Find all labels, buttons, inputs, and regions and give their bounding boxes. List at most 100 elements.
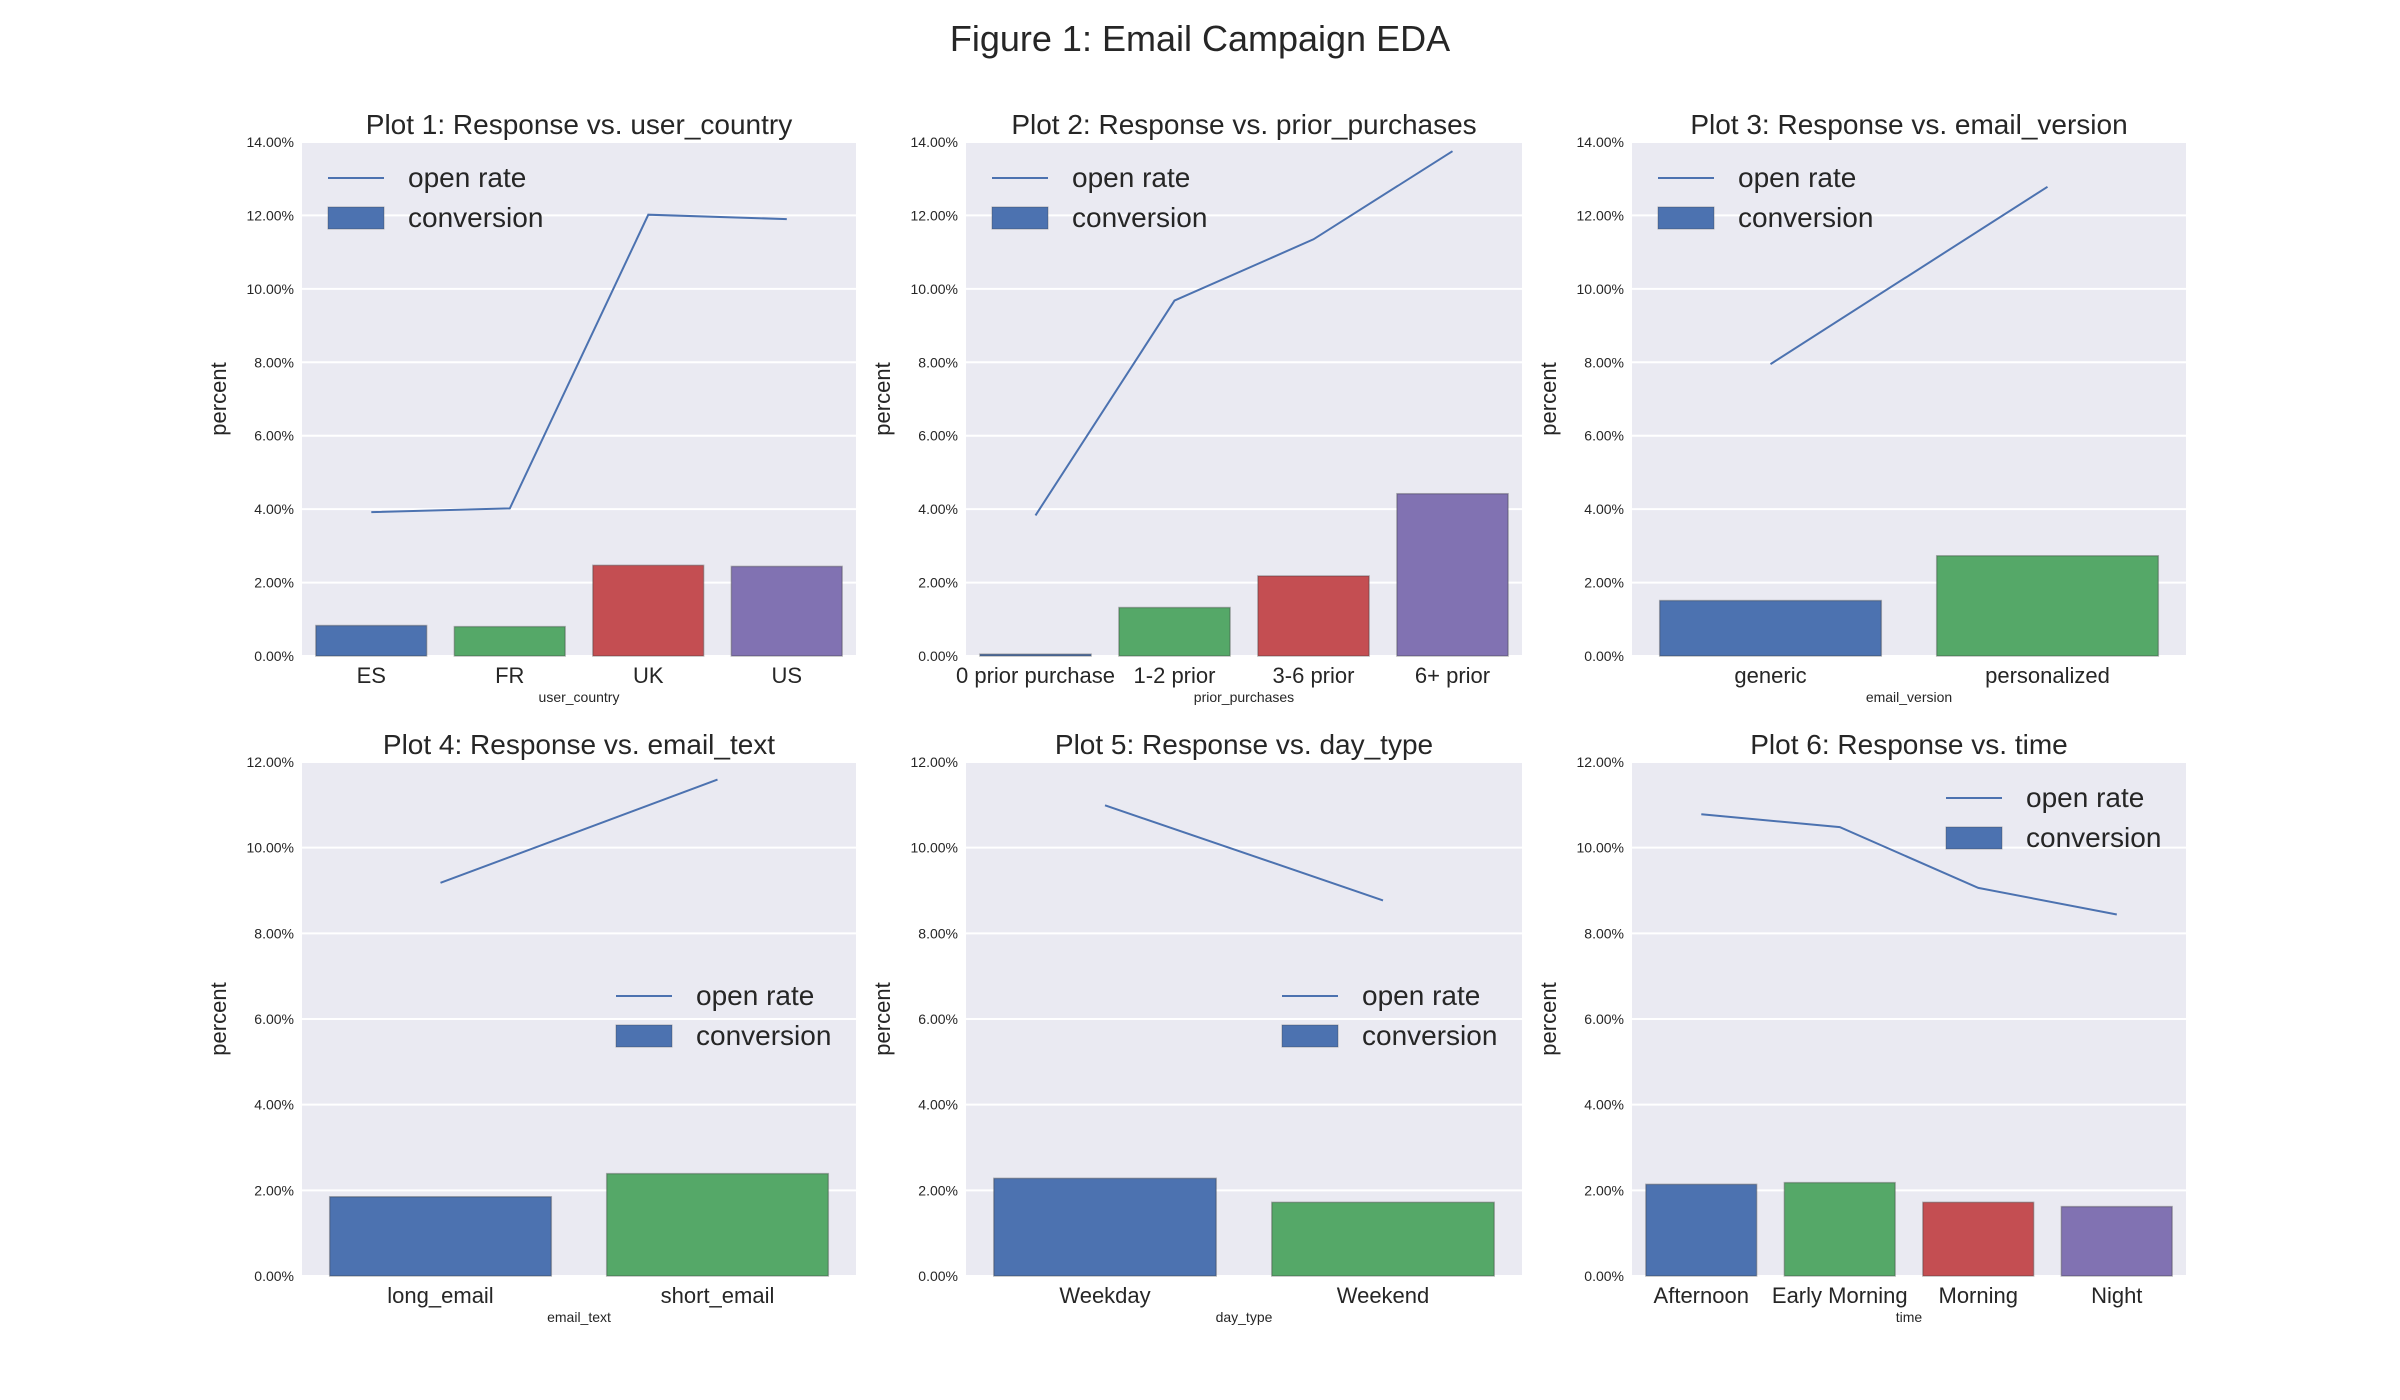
x-tick-label: FR <box>495 663 524 688</box>
open-rate-line <box>1769 185 2049 365</box>
y-tick-label: 10.00% <box>1577 281 1624 297</box>
x-tick-label: 0 prior purchase <box>956 663 1115 688</box>
plot-3: 0.00% 2.00% 4.00% 6.00% 8.00% 10.00% 12.00% 14.… <box>1536 109 2186 705</box>
plot-title: Plot 5: Response vs. day_type <box>1055 729 1433 760</box>
legend: open rate conversion <box>1657 162 1873 233</box>
y-tick-label: 4.00% <box>254 501 294 517</box>
y-tick-label: 0.00% <box>918 648 958 664</box>
legend-label-conversion: conversion <box>1362 1020 1497 1051</box>
y-tick-label: 12.00% <box>247 754 294 770</box>
y-tick-label: 2.00% <box>1584 575 1624 591</box>
y-axis-label: percent <box>206 982 231 1055</box>
y-tick-label: 6.00% <box>1584 1011 1624 1027</box>
x-tick-label: Morning <box>1939 1283 2018 1308</box>
legend: open rate conversion <box>615 980 831 1051</box>
bar <box>453 625 566 657</box>
legend-label-open-rate: open rate <box>2026 782 2144 813</box>
y-axis-label: percent <box>870 362 895 435</box>
open-rate-line <box>371 213 787 514</box>
plot-title: Plot 4: Response vs. email_text <box>383 729 775 760</box>
bar <box>1658 599 1883 657</box>
open-rate-line <box>1104 804 1384 902</box>
bar <box>1118 606 1231 657</box>
plot-6: 0.00% 2.00% 4.00% 6.00% 8.00% 10.00% 12.00% Aft… <box>1536 729 2186 1325</box>
bar <box>979 653 1092 657</box>
legend-label-conversion: conversion <box>1072 202 1207 233</box>
y-tick-label: 6.00% <box>1584 428 1624 444</box>
plot-title: Plot 1: Response vs. user_country <box>366 109 792 140</box>
open-rate-line <box>440 778 718 884</box>
x-tick-label: 6+ prior <box>1415 663 1490 688</box>
y-tick-label: 8.00% <box>1584 925 1624 941</box>
x-tick-label: Weekday <box>1059 1283 1150 1308</box>
open-rate-line <box>1701 813 2117 916</box>
bar <box>1257 575 1370 657</box>
legend-label-conversion: conversion <box>408 202 543 233</box>
y-tick-label: 4.00% <box>1584 1097 1624 1113</box>
x-axis-label: user_country <box>539 689 620 705</box>
y-tick-label: 6.00% <box>254 428 294 444</box>
y-tick-label: 14.00% <box>247 134 294 150</box>
bar <box>993 1177 1217 1277</box>
legend-label-open-rate: open rate <box>1738 162 1856 193</box>
x-axis-label: email_text <box>547 1309 611 1325</box>
legend: open rate conversion <box>991 162 1207 233</box>
plot-title: Plot 3: Response vs. email_version <box>1690 109 2127 140</box>
legend-bar-swatch <box>1657 206 1715 230</box>
y-tick-label: 10.00% <box>911 281 958 297</box>
y-tick-label: 2.00% <box>1584 1182 1624 1198</box>
legend-label-open-rate: open rate <box>696 980 814 1011</box>
figure-title: Figure 1: Email Campaign EDA <box>949 18 1451 59</box>
legend-label-conversion: conversion <box>1738 202 1873 233</box>
y-tick-label: 10.00% <box>911 840 958 856</box>
plot-1: 0.00% 2.00% 4.00% 6.00% 8.00% 10.00% 12.00% 14.… <box>206 109 856 705</box>
x-tick-label: personalized <box>1985 663 2110 688</box>
x-tick-label: Night <box>2091 1283 2142 1308</box>
bar <box>1271 1201 1495 1277</box>
y-tick-label: 0.00% <box>254 648 294 664</box>
bar <box>592 564 705 657</box>
y-tick-label: 2.00% <box>918 1182 958 1198</box>
x-tick-label: UK <box>633 663 664 688</box>
y-tick-label: 6.00% <box>254 1011 294 1027</box>
x-tick-label: US <box>771 663 802 688</box>
x-axis-label: prior_purchases <box>1194 689 1294 705</box>
y-tick-label: 4.00% <box>1584 501 1624 517</box>
x-tick-label: ES <box>357 663 386 688</box>
x-tick-label: generic <box>1734 663 1806 688</box>
bar <box>328 1196 553 1277</box>
x-axis-label: email_version <box>1866 689 1952 705</box>
y-tick-label: 14.00% <box>1577 134 1624 150</box>
plot-2: 0.00% 2.00% 4.00% 6.00% 8.00% 10.00% 12.00% 14.… <box>870 109 1522 705</box>
y-tick-label: 2.00% <box>254 575 294 591</box>
legend-label-open-rate: open rate <box>1072 162 1190 193</box>
y-tick-label: 10.00% <box>247 281 294 297</box>
plot-title: Plot 2: Response vs. prior_purchases <box>1011 109 1476 140</box>
x-axis-label: day_type <box>1216 1309 1273 1325</box>
y-tick-label: 8.00% <box>254 925 294 941</box>
y-tick-label: 0.00% <box>1584 648 1624 664</box>
y-tick-label: 10.00% <box>247 840 294 856</box>
bar <box>315 624 428 657</box>
bar <box>1783 1181 1896 1277</box>
bar <box>1922 1201 2035 1277</box>
legend-bar-swatch <box>327 206 385 230</box>
y-tick-label: 8.00% <box>918 925 958 941</box>
x-tick-label: Early Morning <box>1772 1283 1908 1308</box>
y-tick-label: 4.00% <box>918 1097 958 1113</box>
legend-bar-swatch <box>615 1024 673 1048</box>
plot-title: Plot 6: Response vs. time <box>1750 729 2067 760</box>
x-tick-label: 1-2 prior <box>1134 663 1216 688</box>
bar <box>1935 555 2160 657</box>
y-tick-label: 12.00% <box>1577 207 1624 223</box>
y-tick-label: 12.00% <box>247 207 294 223</box>
legend-label-conversion: conversion <box>696 1020 831 1051</box>
y-tick-label: 12.00% <box>911 754 958 770</box>
legend-label-conversion: conversion <box>2026 822 2161 853</box>
y-axis-label: percent <box>206 362 231 435</box>
y-tick-label: 2.00% <box>254 1182 294 1198</box>
y-axis-label: percent <box>870 982 895 1055</box>
plot-4: 0.00% 2.00% 4.00% 6.00% 8.00% 10.00% 12.00% lon… <box>206 729 856 1325</box>
legend-label-open-rate: open rate <box>1362 980 1480 1011</box>
